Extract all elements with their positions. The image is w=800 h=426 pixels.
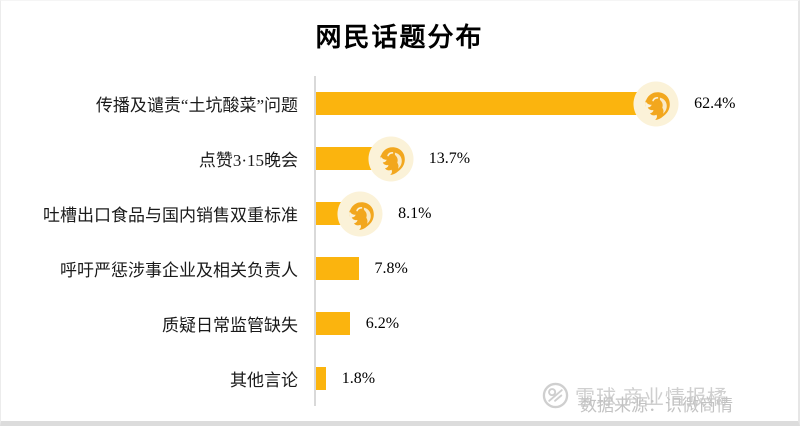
bar[interactable] xyxy=(316,135,414,182)
bar-track: 1.8% xyxy=(307,367,798,390)
value-label: 7.8% xyxy=(374,259,408,277)
lion-badge-icon xyxy=(633,80,680,127)
bar[interactable] xyxy=(316,312,350,335)
bar-track: 6.2% xyxy=(307,312,798,335)
chart-title: 网民话题分布 xyxy=(315,23,484,52)
value-label: 13.7% xyxy=(428,149,471,167)
value-label: 8.1% xyxy=(398,204,432,222)
category-label: 吐槽出口食品与国内销售双重标准 xyxy=(43,206,298,225)
value-label: 1.8% xyxy=(341,369,376,387)
value-label: 6.2% xyxy=(365,314,400,332)
y-axis-line xyxy=(314,76,316,406)
bar-row: 呼吁严惩涉事企业及相关负责人 7.8% xyxy=(1,241,798,296)
bar-rows: 传播及谴责“土坑酸菜”问题 62.4% 点赞3·15晚会 13.7% 吐槽出口食品与国内… xyxy=(1,76,798,406)
category-label: 点赞3·15晚会 xyxy=(198,151,298,170)
bar-track: 13.7% xyxy=(307,135,798,182)
category-label: 质疑日常监管缺失 xyxy=(162,316,298,335)
category-label: 其他言论 xyxy=(230,371,298,390)
bar[interactable] xyxy=(316,257,359,280)
bar-row: 传播及谴责“土坑酸菜”问题 62.4% xyxy=(1,76,798,131)
value-label: 62.4% xyxy=(694,94,736,112)
bar[interactable] xyxy=(316,367,326,390)
bar[interactable] xyxy=(316,190,383,237)
bar-row: 点赞3·15晚会 13.7% xyxy=(1,131,798,186)
category-label: 呼吁严惩涉事企业及相关负责人 xyxy=(60,261,298,280)
bar-track: 8.1% xyxy=(307,190,798,237)
lion-badge-icon xyxy=(337,190,384,237)
category-label: 传播及谴责“土坑酸菜”问题 xyxy=(95,96,298,115)
bar-track: 62.4% xyxy=(307,80,798,127)
bar-row: 质疑日常监管缺失 6.2% xyxy=(1,296,798,351)
bar-track: 7.8% xyxy=(307,257,798,280)
bar-row: 吐槽出口食品与国内销售双重标准 8.1% xyxy=(1,186,798,241)
bar[interactable] xyxy=(316,80,679,127)
lion-badge-icon xyxy=(367,135,414,182)
bar-row: 其他言论 1.8% xyxy=(1,351,798,406)
